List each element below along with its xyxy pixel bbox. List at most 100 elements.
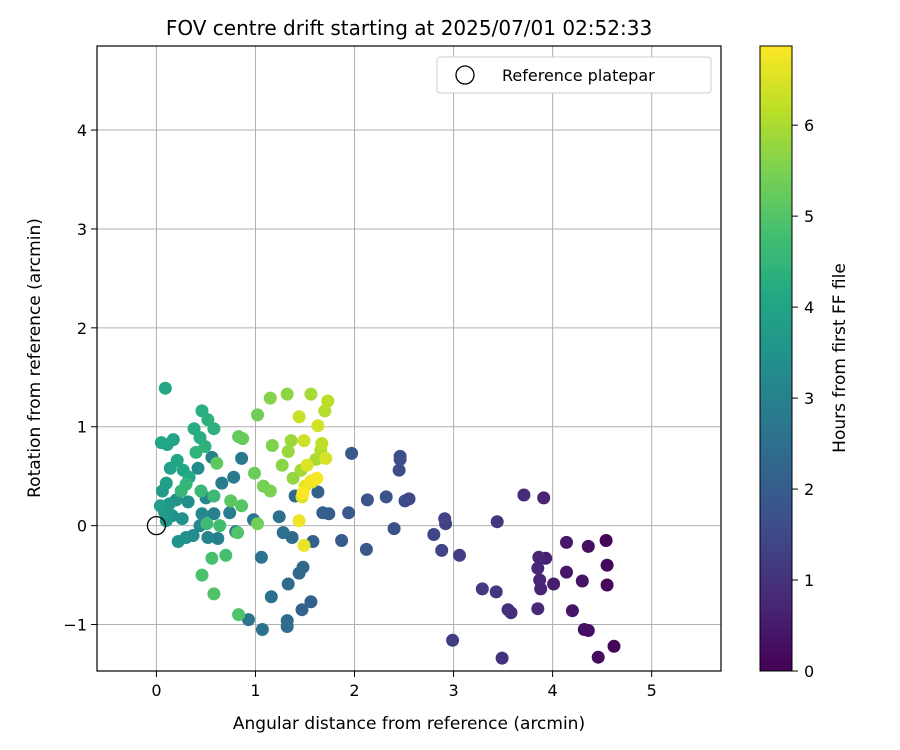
scatter-point (201, 531, 215, 544)
scatter-point (207, 507, 221, 521)
reference-platepar-marker (146, 515, 167, 536)
scatter-point (213, 519, 227, 533)
scatter-point (359, 542, 373, 556)
scatter-point (321, 394, 335, 408)
y-tick-label: 0 (77, 517, 87, 536)
x-tick-label: 4 (548, 681, 558, 700)
scatter-point (170, 453, 184, 467)
scatter-point (345, 446, 359, 460)
scatter-point (531, 561, 545, 575)
scatter-point (281, 445, 295, 458)
scatter-point (475, 582, 489, 596)
scatter-point (254, 550, 268, 564)
scatter-point (387, 522, 401, 536)
scatter-point (154, 436, 168, 450)
scatter-point (242, 613, 255, 627)
scatter-point (335, 534, 349, 547)
scatter-point (495, 651, 509, 665)
scatter-point (159, 476, 173, 490)
scatter-point (210, 456, 224, 470)
scatter-point (215, 476, 229, 490)
scatter-point (181, 495, 195, 509)
scatter-point (537, 491, 551, 505)
y-tick-label: −1 (63, 616, 87, 635)
y-tick-label: 3 (77, 220, 87, 239)
scatter-point (342, 506, 356, 520)
scatter-point (224, 494, 238, 508)
scatter-point (304, 387, 318, 401)
chart-title: FOV centre drift starting at 2025/07/01 … (166, 16, 652, 40)
scatter-point (281, 577, 295, 591)
colorbar: 0 1 2 3 4 5 6 Hours from first FF file (759, 45, 850, 681)
scatter-point (284, 434, 298, 448)
scatter-point (310, 471, 324, 485)
colorbar-tick-label: 6 (804, 116, 814, 135)
scatter-point (207, 422, 221, 436)
scatter-point (304, 595, 318, 609)
scatter-point (189, 445, 203, 459)
y-tick-label: 2 (77, 319, 87, 338)
scatter-point (295, 603, 309, 617)
scatter-point (158, 381, 172, 395)
scatter-point (236, 432, 250, 446)
colorbar-tick-label: 4 (804, 298, 814, 317)
scatter-point (153, 499, 167, 513)
scatter-point (489, 585, 503, 599)
scatter-point (211, 532, 225, 545)
scatter-point (311, 419, 325, 433)
grid-lines (97, 46, 721, 671)
scatter-point (255, 623, 269, 636)
scatter-point (300, 458, 314, 472)
colorbar-ticks: 0 1 2 3 4 5 6 (792, 116, 814, 681)
scatter-point (600, 578, 614, 592)
y-axis-ticks: −1 0 1 2 3 4 (63, 121, 97, 635)
scatter-point (318, 404, 332, 418)
scatter-point (501, 603, 515, 617)
scatter-point (200, 517, 214, 531)
scatter-point (175, 512, 189, 526)
plot-frame (96, 45, 722, 672)
colorbar-tick-label: 3 (804, 389, 814, 408)
scatter-point (393, 452, 407, 466)
scatter-point (195, 568, 209, 582)
colorbar-tick-label: 5 (804, 207, 814, 226)
scatter-point (547, 577, 561, 591)
scatter-point (438, 512, 452, 526)
scatter-point (227, 470, 241, 484)
scatter-point (235, 451, 249, 465)
scatter-point (517, 488, 531, 502)
scatter-point (174, 484, 188, 498)
scatter-point (292, 566, 306, 580)
legend: Reference platepar (436, 56, 712, 94)
scatter-point (533, 573, 547, 587)
scatter-point (232, 608, 246, 622)
scatter-point (531, 602, 545, 616)
scatter-point (311, 485, 325, 499)
scatter-point (581, 539, 595, 553)
scatter-point (490, 515, 504, 529)
scatter-point (379, 490, 393, 504)
scatter-point (532, 550, 546, 564)
scatter-point (286, 471, 300, 485)
colorbar-tick-label: 0 (804, 662, 814, 681)
scatter-point (292, 410, 306, 424)
legend-box (436, 56, 712, 94)
scatter-point (207, 489, 221, 503)
scatter-point (316, 506, 330, 520)
colorbar-label: Hours from first FF file (830, 263, 850, 453)
scatter-point (398, 494, 412, 508)
scatter-point (599, 534, 613, 547)
scatter-point (263, 484, 277, 498)
scatter-point (280, 620, 294, 633)
colorbar-gradient (759, 45, 793, 672)
x-tick-label: 2 (349, 681, 359, 700)
scatter-point (219, 548, 233, 562)
scatter-point (276, 526, 290, 540)
y-tick-label: 4 (77, 121, 87, 140)
x-axis-ticks: 0 1 2 3 4 5 (151, 671, 657, 700)
scatter-point (248, 466, 261, 480)
scatter-point (223, 506, 237, 520)
x-axis-label: Angular distance from reference (arcmin) (233, 714, 585, 734)
scatter-point (591, 650, 605, 664)
